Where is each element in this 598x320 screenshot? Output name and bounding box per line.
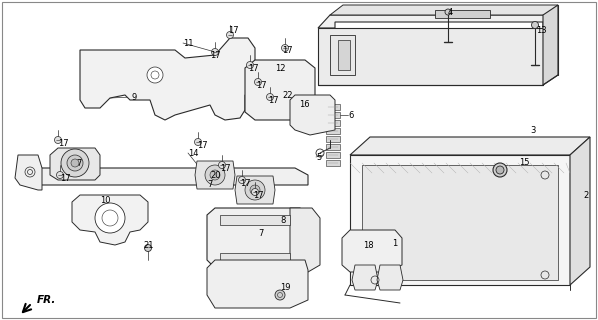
Polygon shape	[235, 176, 275, 204]
Polygon shape	[570, 137, 590, 285]
Circle shape	[532, 21, 539, 28]
Circle shape	[212, 49, 218, 55]
Polygon shape	[352, 265, 378, 290]
Text: 17: 17	[210, 51, 221, 60]
Circle shape	[239, 177, 246, 183]
Text: 1: 1	[392, 238, 397, 247]
Text: 9: 9	[132, 92, 138, 101]
Bar	[326, 136, 340, 142]
Text: 19: 19	[280, 283, 291, 292]
Circle shape	[95, 203, 125, 233]
Text: 17: 17	[220, 164, 231, 172]
Text: 18: 18	[363, 241, 374, 250]
Bar	[326, 120, 340, 126]
Text: 3: 3	[530, 125, 535, 134]
Circle shape	[56, 172, 63, 179]
Polygon shape	[50, 148, 100, 180]
Circle shape	[147, 67, 163, 83]
Circle shape	[255, 78, 261, 85]
Text: 17: 17	[248, 63, 258, 73]
Polygon shape	[318, 28, 543, 85]
Text: 17: 17	[253, 190, 264, 199]
Text: 10: 10	[100, 196, 111, 204]
Text: 6: 6	[348, 110, 353, 119]
Text: 13: 13	[536, 26, 547, 35]
Text: 4: 4	[448, 7, 453, 17]
Text: 17: 17	[197, 140, 208, 149]
Circle shape	[67, 155, 83, 171]
Circle shape	[267, 93, 273, 100]
Polygon shape	[290, 208, 320, 272]
Text: 17: 17	[268, 95, 279, 105]
Polygon shape	[350, 155, 570, 285]
Polygon shape	[207, 260, 308, 308]
Polygon shape	[330, 35, 355, 75]
Polygon shape	[15, 155, 42, 190]
Bar	[326, 144, 340, 150]
Text: 7: 7	[76, 158, 81, 167]
Circle shape	[275, 290, 285, 300]
Text: 22: 22	[282, 91, 292, 100]
Circle shape	[205, 165, 225, 185]
Text: FR.: FR.	[37, 295, 56, 305]
Bar	[220, 253, 290, 263]
Circle shape	[245, 180, 265, 200]
Circle shape	[496, 166, 504, 174]
Polygon shape	[318, 15, 558, 28]
Polygon shape	[72, 195, 148, 245]
Text: 15: 15	[519, 157, 529, 166]
Text: 17: 17	[58, 139, 69, 148]
Text: 16: 16	[299, 100, 310, 108]
Circle shape	[246, 61, 254, 68]
Bar	[326, 104, 340, 110]
Circle shape	[71, 159, 79, 167]
Text: 7: 7	[258, 228, 263, 237]
Polygon shape	[350, 137, 590, 155]
Text: 12: 12	[275, 63, 285, 73]
Circle shape	[445, 9, 451, 15]
Bar	[326, 112, 340, 118]
Circle shape	[227, 31, 233, 38]
Text: 7: 7	[207, 180, 212, 188]
Circle shape	[194, 139, 202, 146]
Polygon shape	[338, 40, 350, 70]
Bar	[326, 128, 340, 134]
Text: 17: 17	[256, 81, 267, 90]
Polygon shape	[330, 5, 558, 15]
Text: 2: 2	[583, 190, 588, 199]
Text: 17: 17	[60, 173, 71, 182]
Polygon shape	[20, 168, 308, 185]
Circle shape	[145, 244, 151, 252]
Bar	[326, 152, 340, 158]
Circle shape	[218, 162, 225, 169]
Text: 8: 8	[280, 215, 285, 225]
Polygon shape	[362, 165, 558, 280]
Text: 17: 17	[228, 26, 239, 35]
Circle shape	[282, 44, 288, 52]
Polygon shape	[290, 95, 335, 135]
Text: 5: 5	[316, 153, 321, 162]
Text: 21: 21	[143, 241, 154, 250]
Polygon shape	[377, 265, 403, 290]
Polygon shape	[543, 5, 558, 85]
Polygon shape	[435, 10, 490, 18]
Text: 14: 14	[188, 148, 199, 157]
Text: 20: 20	[210, 171, 221, 180]
Circle shape	[61, 149, 89, 177]
Circle shape	[250, 185, 260, 195]
Circle shape	[54, 137, 62, 143]
Text: 17: 17	[282, 45, 292, 54]
Bar	[326, 160, 340, 166]
Circle shape	[252, 188, 258, 196]
Polygon shape	[342, 230, 402, 272]
Polygon shape	[245, 60, 315, 120]
Text: 11: 11	[183, 38, 194, 47]
Circle shape	[210, 170, 220, 180]
Circle shape	[493, 163, 507, 177]
Polygon shape	[207, 208, 308, 268]
Polygon shape	[195, 161, 235, 189]
Text: 17: 17	[240, 179, 251, 188]
Polygon shape	[80, 38, 300, 120]
Bar	[220, 215, 290, 225]
